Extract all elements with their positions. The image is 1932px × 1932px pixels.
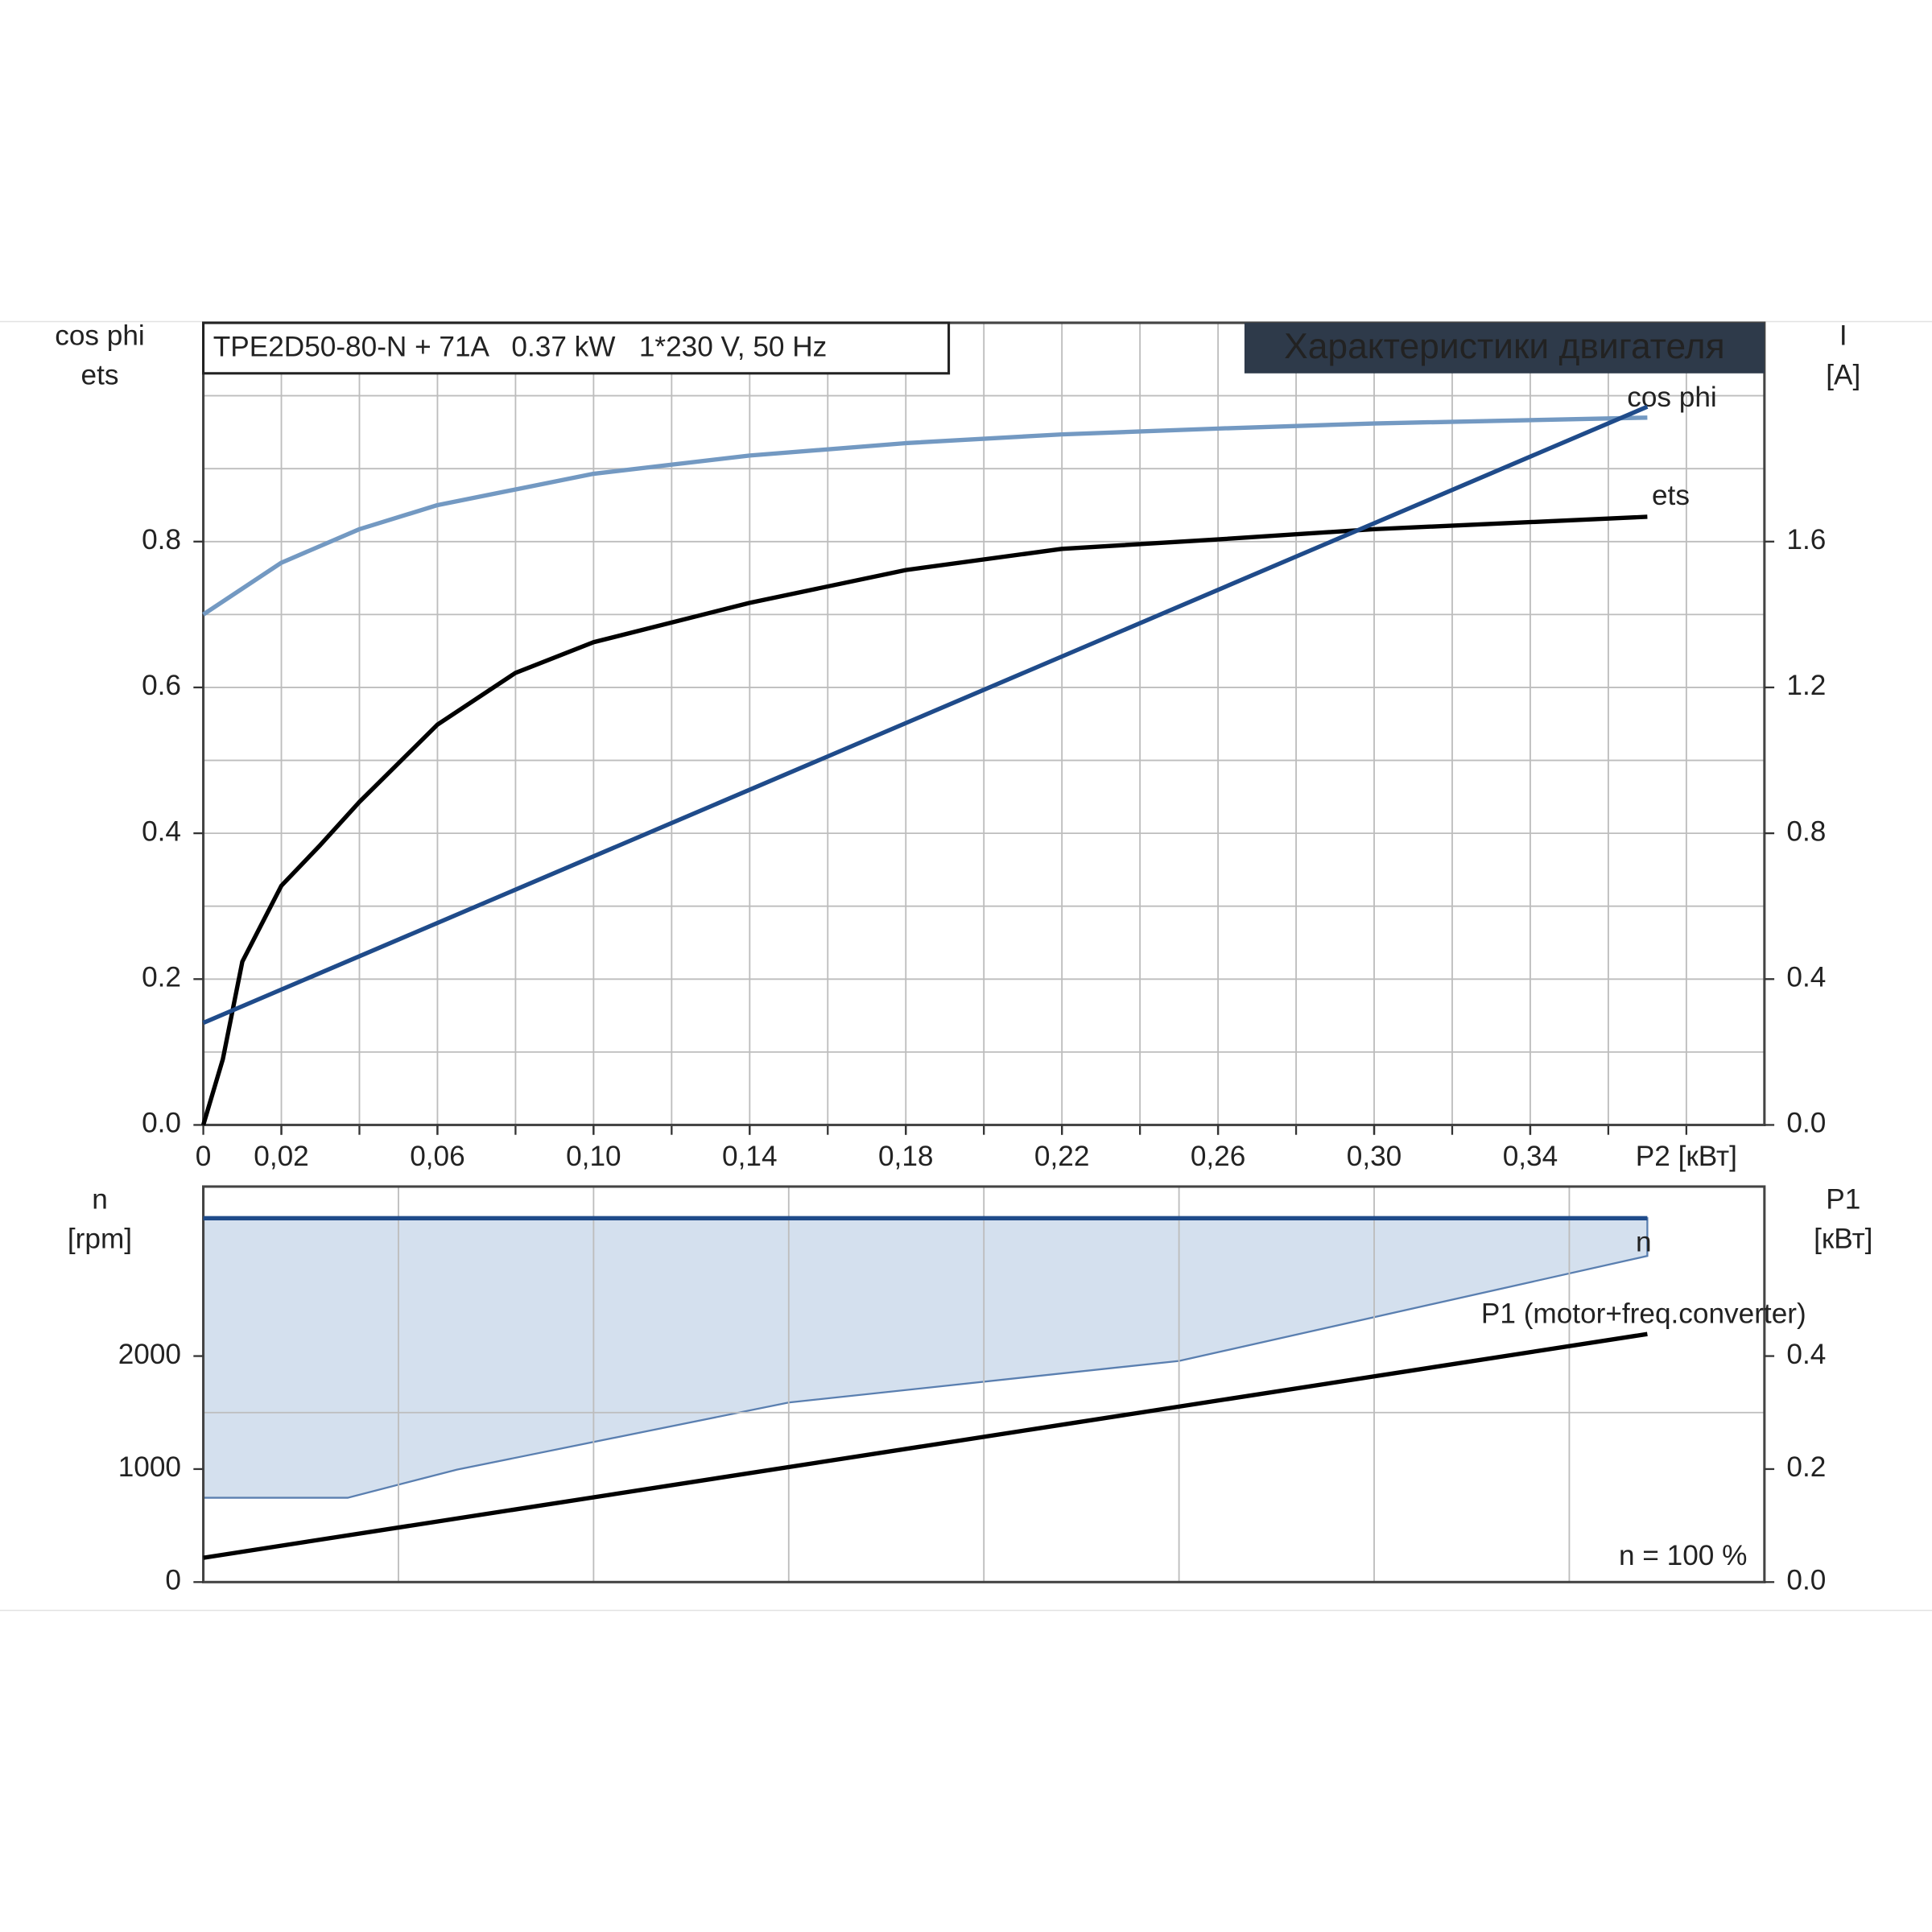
x-axis-label: P2 [кВт] [1636, 1141, 1737, 1172]
series-label: n [1636, 1227, 1652, 1258]
series-label: P1 (motor+freq.converter) [1481, 1298, 1806, 1330]
series-line [202, 404, 1649, 1026]
y-tick-label: 0.8 [142, 524, 181, 555]
y-axis-label: ets [81, 360, 119, 391]
y2-tick-label: 1.6 [1786, 524, 1826, 555]
x-tick-label: 0,10 [566, 1141, 621, 1172]
y-tick-label: 0 [165, 1565, 181, 1596]
y2-tick-label: 0.2 [1786, 1451, 1826, 1483]
title-box [202, 321, 951, 375]
x-tick-label: 0,22 [1034, 1141, 1090, 1172]
y-tick-label: 0.0 [142, 1108, 181, 1139]
y2-tick-label: 0.4 [1786, 962, 1826, 993]
x-tick-label: 0,06 [410, 1141, 464, 1172]
chart-title: TPE2D50-80-N + 71A 0.37 kW 1*230 V, 50 H… [213, 331, 828, 362]
series-line [202, 415, 1648, 617]
y2-tick-label: 0.8 [1786, 815, 1826, 847]
y-tick-label: 1000 [118, 1451, 181, 1483]
x-tick-label: 0,30 [1347, 1141, 1402, 1172]
x-tick-label: 0 [196, 1141, 212, 1172]
y-tick-label: 0.6 [142, 670, 181, 701]
y-tick-label: 0.2 [142, 962, 181, 993]
x-tick-label: 0,14 [722, 1141, 778, 1172]
y2-axis-label: [кВт] [1814, 1224, 1872, 1255]
y-axis-label: cos phi [55, 320, 145, 352]
y2-axis-label: [A] [1826, 360, 1860, 391]
series-line [203, 1331, 1648, 1560]
series-line [200, 514, 1648, 1126]
y-tick-label: 0.4 [142, 815, 181, 847]
y-axis-label: n [92, 1184, 108, 1216]
x-tick-label: 0,34 [1503, 1141, 1558, 1172]
y2-tick-label: 0.0 [1786, 1108, 1826, 1139]
plot-border [202, 1185, 1766, 1583]
y2-tick-label: 0.0 [1786, 1565, 1826, 1596]
y2-axis-label: I [1839, 320, 1847, 352]
y2-tick-label: 1.2 [1786, 670, 1826, 701]
y-axis-label: [rpm] [68, 1224, 132, 1255]
header-title: Характеристики двигателя [1284, 327, 1724, 366]
x-tick-label: 0,18 [878, 1141, 934, 1172]
series-label: ets [1652, 480, 1690, 511]
x-tick-label: 0,26 [1191, 1141, 1246, 1172]
plot-border [202, 321, 1766, 1126]
y2-tick-label: 0.4 [1786, 1339, 1826, 1370]
header-box [1244, 323, 1765, 374]
x-tick-label: 0,02 [254, 1141, 308, 1172]
annotation: n = 100 % [1619, 1540, 1747, 1571]
y-tick-label: 2000 [118, 1339, 181, 1370]
y2-axis-label: P1 [1826, 1184, 1860, 1216]
